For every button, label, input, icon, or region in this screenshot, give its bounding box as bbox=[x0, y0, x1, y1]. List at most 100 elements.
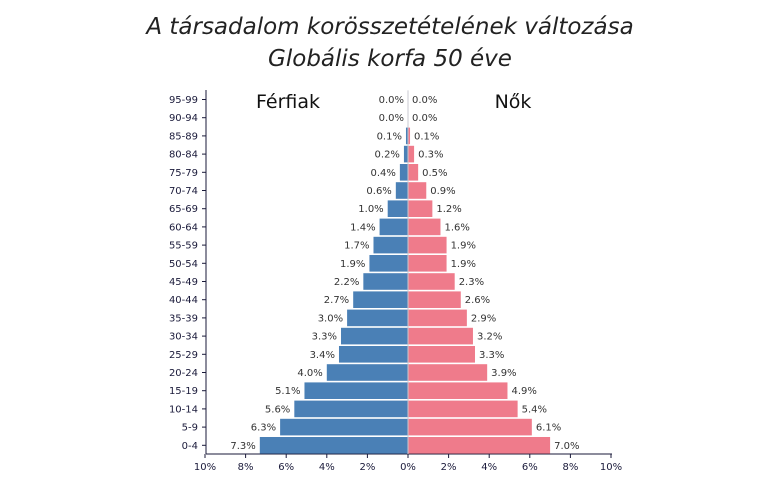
female-value-label: 3.9% bbox=[491, 368, 516, 379]
age-group-label: 20-24 bbox=[169, 368, 198, 379]
male-bar bbox=[353, 291, 408, 308]
age-group-label: 80-84 bbox=[169, 150, 198, 161]
female-bar bbox=[408, 400, 518, 418]
female-value-label: 1.6% bbox=[444, 222, 469, 233]
x-tick-label: 8% bbox=[562, 462, 578, 473]
male-bar bbox=[341, 327, 408, 345]
age-group-label: 40-44 bbox=[169, 295, 198, 306]
chart-title: A társadalom korösszetételének változása bbox=[146, 14, 634, 40]
male-bar bbox=[338, 346, 408, 363]
male-value-label: 5.1% bbox=[275, 386, 300, 397]
male-value-label: 0.0% bbox=[379, 95, 404, 106]
female-label: Nők bbox=[495, 91, 532, 113]
male-value-label: 2.7% bbox=[324, 295, 349, 306]
male-value-label: 1.9% bbox=[340, 259, 365, 270]
age-group-label: 25-29 bbox=[169, 350, 198, 361]
female-bar bbox=[408, 327, 473, 345]
female-value-label: 0.3% bbox=[418, 150, 443, 161]
male-value-label: 5.6% bbox=[265, 404, 290, 415]
female-bar bbox=[408, 218, 441, 236]
female-value-label: 0.9% bbox=[430, 186, 455, 197]
age-group-label: 5-9 bbox=[182, 423, 198, 434]
male-value-label: 0.4% bbox=[370, 168, 395, 179]
female-bar bbox=[408, 346, 475, 363]
male-bar bbox=[405, 127, 408, 145]
female-bar bbox=[408, 291, 461, 308]
male-value-label: 4.0% bbox=[297, 368, 322, 379]
female-value-label: 6.1% bbox=[536, 423, 561, 434]
male-value-label: 1.0% bbox=[358, 204, 383, 215]
female-bar bbox=[408, 437, 551, 454]
female-bar bbox=[408, 309, 467, 327]
x-tick-label: 0% bbox=[400, 462, 416, 473]
male-bar bbox=[395, 182, 408, 199]
female-value-label: 1.2% bbox=[436, 204, 461, 215]
x-tick-label: 4% bbox=[481, 462, 497, 473]
female-bar bbox=[408, 382, 508, 399]
age-group-label: 65-69 bbox=[169, 204, 198, 215]
age-group-label: 30-34 bbox=[169, 332, 198, 343]
male-value-label: 0.6% bbox=[366, 186, 391, 197]
x-tick-label: 8% bbox=[238, 462, 254, 473]
age-group-label: 85-89 bbox=[169, 131, 198, 142]
age-group-label: 45-49 bbox=[169, 277, 198, 288]
male-label: Férfiak bbox=[256, 91, 320, 113]
female-bar bbox=[408, 200, 433, 217]
age-group-label: 35-39 bbox=[169, 313, 198, 324]
male-bar bbox=[259, 437, 408, 454]
female-value-label: 0.1% bbox=[414, 131, 439, 142]
male-bar bbox=[379, 218, 408, 236]
male-bar bbox=[403, 145, 408, 163]
age-group-label: 95-99 bbox=[169, 95, 198, 106]
female-value-label: 0.5% bbox=[422, 168, 447, 179]
male-bar bbox=[347, 309, 408, 327]
age-group-label: 60-64 bbox=[169, 222, 198, 233]
age-group-label: 55-59 bbox=[169, 241, 198, 252]
male-bar bbox=[326, 364, 408, 381]
age-group-label: 75-79 bbox=[169, 168, 198, 179]
male-bar bbox=[280, 418, 408, 436]
female-bar bbox=[408, 273, 455, 290]
female-bar bbox=[408, 164, 419, 181]
female-value-label: 2.9% bbox=[471, 313, 496, 324]
age-group-label: 70-74 bbox=[169, 186, 198, 197]
female-value-label: 3.2% bbox=[477, 332, 502, 343]
x-tick-label: 10% bbox=[194, 462, 216, 473]
female-bar bbox=[408, 127, 411, 145]
female-bar bbox=[408, 182, 427, 199]
age-group-label: 15-19 bbox=[169, 386, 198, 397]
x-tick-label: 6% bbox=[522, 462, 538, 473]
female-value-label: 7.0% bbox=[554, 441, 579, 452]
x-tick-label: 10% bbox=[600, 462, 622, 473]
male-value-label: 3.0% bbox=[318, 313, 343, 324]
chart-subtitle: Globális korfa 50 éve bbox=[268, 46, 512, 72]
male-bar bbox=[294, 400, 408, 418]
female-bar bbox=[408, 364, 488, 381]
male-value-label: 6.3% bbox=[251, 423, 276, 434]
male-value-label: 0.0% bbox=[379, 113, 404, 124]
male-value-label: 1.7% bbox=[344, 241, 369, 252]
male-value-label: 0.2% bbox=[375, 150, 400, 161]
age-group-label: 90-94 bbox=[169, 113, 198, 124]
female-value-label: 0.0% bbox=[412, 95, 437, 106]
female-bar bbox=[408, 236, 447, 254]
female-value-label: 3.3% bbox=[479, 350, 504, 361]
female-bar bbox=[408, 418, 532, 436]
x-tick-label: 6% bbox=[278, 462, 294, 473]
x-tick-label: 2% bbox=[441, 462, 457, 473]
male-value-label: 3.3% bbox=[312, 332, 337, 343]
female-value-label: 0.0% bbox=[412, 113, 437, 124]
male-bar bbox=[387, 200, 408, 217]
male-value-label: 2.2% bbox=[334, 277, 359, 288]
male-bar bbox=[304, 382, 408, 399]
female-value-label: 1.9% bbox=[451, 241, 476, 252]
age-group-label: 50-54 bbox=[169, 259, 198, 270]
male-bar bbox=[369, 255, 408, 272]
male-value-label: 7.3% bbox=[230, 441, 255, 452]
male-value-label: 0.1% bbox=[377, 131, 402, 142]
female-bar bbox=[408, 255, 447, 272]
plot-area: 95-99 0.0% 0.0% 90-94 0.0% 0.0% 85-89 0.1% 0.1% 8… bbox=[169, 90, 622, 473]
female-value-label: 1.9% bbox=[451, 259, 476, 270]
female-value-label: 2.3% bbox=[459, 277, 484, 288]
